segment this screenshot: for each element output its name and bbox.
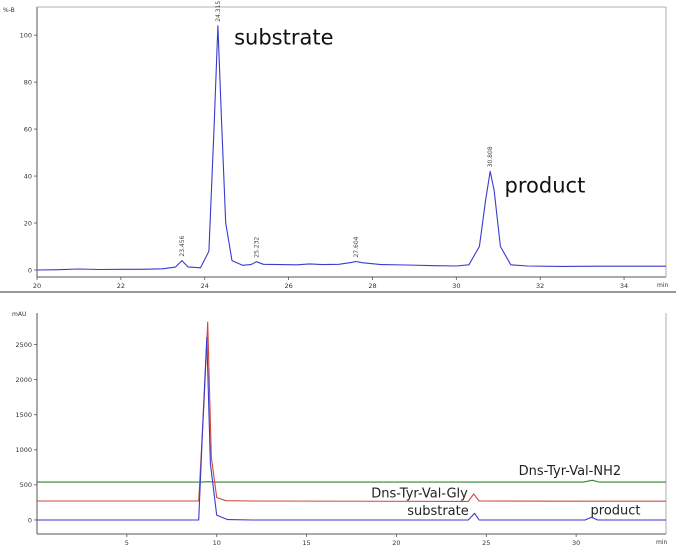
chart-2-annotation: Dns-Tyr-Val-Gly xyxy=(371,487,468,502)
chart-2-x-tick-label: 5 xyxy=(125,539,129,547)
chart-2-annotation: product xyxy=(591,503,641,518)
chart-2-x-tick-label: 25 xyxy=(482,539,490,547)
chart-1-x-unit: min xyxy=(657,282,669,289)
chart-1-y-tick-label: 20 xyxy=(24,219,32,227)
chart-1-y-tick-label: 60 xyxy=(24,125,32,133)
chart-2-series-line-1 xyxy=(37,479,666,483)
chart-1-y-tick-label: 40 xyxy=(24,172,32,180)
chart-2-x-tick-label: 20 xyxy=(392,539,400,547)
peak-retention-label: 27.604 xyxy=(353,236,360,257)
peak-retention-label: 23.456 xyxy=(179,235,186,256)
peak-retention-label: 30.808 xyxy=(487,146,494,167)
chart-2-y-tick-label: 1500 xyxy=(15,411,32,419)
chart-1-x-tick-label: 22 xyxy=(117,282,125,290)
chart-1-x-tick-label: 20 xyxy=(33,282,41,290)
chart-2: mAU min 0 500 1000 1500 2000 2500 5 10 15 20 25 30… xyxy=(12,311,668,547)
chart-1-y-tick-label: 80 xyxy=(24,78,32,86)
peak-retention-label: 24.315 xyxy=(215,1,222,22)
chart-2-x-tick-label: 10 xyxy=(213,539,221,547)
chart-2-annotation: substrate xyxy=(407,504,469,519)
chart-1-annotation: substrate xyxy=(234,26,333,50)
chart-1-y-tick-label: 0 xyxy=(28,266,32,274)
chart-2-x-tick-label: 30 xyxy=(572,539,580,547)
chart-2-y-tick-label: 0 xyxy=(28,516,32,524)
peak-retention-label: 25.232 xyxy=(253,237,260,258)
chart-2-y-unit: mAU xyxy=(12,311,26,318)
chart-1-x-tick-label: 26 xyxy=(284,282,292,290)
chart-1-x-tick-label: 28 xyxy=(368,282,376,290)
chart-2-y-tick-label: 1000 xyxy=(15,446,32,454)
chart-1-x-tick-label: 30 xyxy=(452,282,460,290)
chart-1-series-line-1 xyxy=(36,25,666,271)
chart-2-y-tick-label: 2500 xyxy=(15,341,32,349)
chart-2-series-line-3 xyxy=(37,337,666,521)
chart-1-annotation: product xyxy=(505,173,586,197)
chart-2-y-tick-label: 2000 xyxy=(15,376,32,384)
chart-2-annotation: Dns-Tyr-Val-NH2 xyxy=(519,464,622,479)
chart-2-x-unit: min xyxy=(656,539,668,546)
chart-1-y-tick-label: 100 xyxy=(20,31,32,39)
chart-2-y-tick-label: 500 xyxy=(20,481,32,489)
chart-1-x-tick-label: 32 xyxy=(536,282,544,290)
chart-1-y-unit: %-B xyxy=(3,7,15,14)
chart-1-x-tick-label: 34 xyxy=(620,282,628,290)
chart-1-x-tick-label: 24 xyxy=(201,282,209,290)
chart-2-x-tick-label: 15 xyxy=(302,539,310,547)
